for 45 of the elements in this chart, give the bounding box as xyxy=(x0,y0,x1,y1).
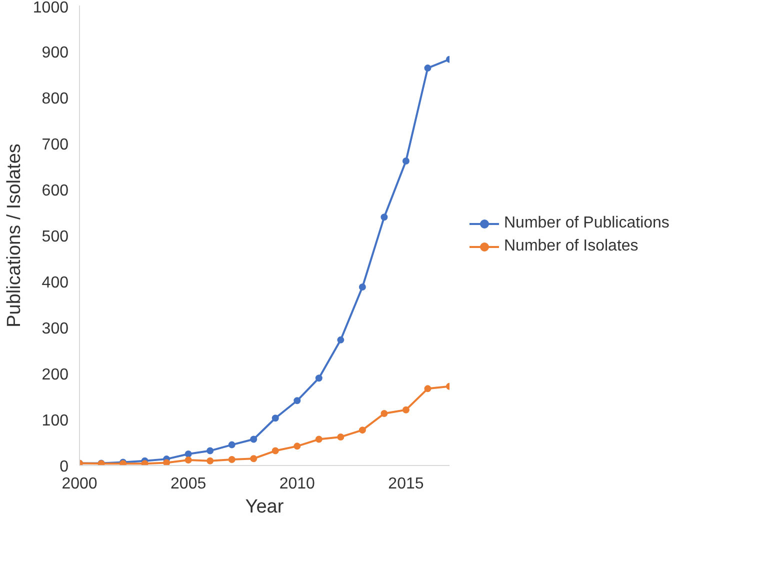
y-tick-label: 1000 xyxy=(32,0,69,16)
point xyxy=(358,426,366,434)
point xyxy=(402,406,410,414)
y-tick-label: 900 xyxy=(42,44,69,62)
point xyxy=(337,336,344,344)
point xyxy=(228,441,236,448)
point xyxy=(184,456,192,464)
y-tick-label: 100 xyxy=(42,412,69,430)
point xyxy=(228,456,236,464)
point xyxy=(206,457,214,464)
point xyxy=(315,374,322,382)
point xyxy=(358,284,366,291)
point xyxy=(272,414,279,422)
point xyxy=(163,459,170,466)
y-tick-label: 0 xyxy=(60,458,69,476)
point xyxy=(337,433,344,440)
point xyxy=(380,410,388,418)
point xyxy=(380,214,388,221)
y-tick-label: 800 xyxy=(42,90,69,108)
y-tick-label: 400 xyxy=(42,274,69,292)
x-tick-label: 2005 xyxy=(170,476,206,492)
x-tick-label: 2015 xyxy=(388,476,424,492)
y-tick-label: 200 xyxy=(42,366,69,384)
y-tick-label: 500 xyxy=(42,228,69,246)
legend-label: Number of Isolates xyxy=(504,238,638,256)
point xyxy=(184,450,192,458)
point xyxy=(250,436,258,443)
point xyxy=(315,436,322,443)
point xyxy=(424,385,432,392)
legend-label: Number of Publications xyxy=(504,214,670,232)
point xyxy=(250,455,258,462)
x-tick-label: 2000 xyxy=(62,476,98,492)
x-axis-title: Year xyxy=(245,496,284,518)
y-axis-title: Publications / Isolates xyxy=(4,144,25,328)
point xyxy=(402,157,410,164)
y-tick-label: 700 xyxy=(42,136,69,154)
point xyxy=(206,447,214,454)
point xyxy=(272,447,279,454)
point xyxy=(424,64,432,72)
y-tick-label: 300 xyxy=(42,320,69,338)
point xyxy=(141,460,148,466)
point xyxy=(294,397,301,404)
x-tick-label: 2010 xyxy=(279,476,316,492)
point xyxy=(294,442,301,450)
y-tick-label: 600 xyxy=(42,182,69,200)
